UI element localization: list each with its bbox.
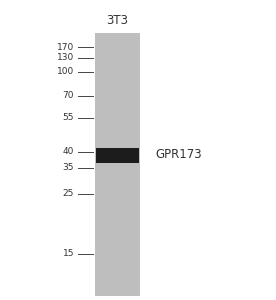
Text: 130: 130 — [57, 53, 74, 62]
Text: GPR173: GPR173 — [155, 148, 202, 161]
Text: 15: 15 — [62, 250, 74, 259]
Text: 40: 40 — [63, 148, 74, 157]
Text: 70: 70 — [62, 92, 74, 100]
Text: 170: 170 — [57, 43, 74, 52]
Bar — [95, 33, 140, 296]
Text: 55: 55 — [62, 113, 74, 122]
Text: 25: 25 — [63, 190, 74, 199]
Text: 35: 35 — [62, 164, 74, 172]
Bar — [96, 148, 139, 163]
Text: 3T3: 3T3 — [107, 14, 129, 26]
Text: 100: 100 — [57, 68, 74, 76]
